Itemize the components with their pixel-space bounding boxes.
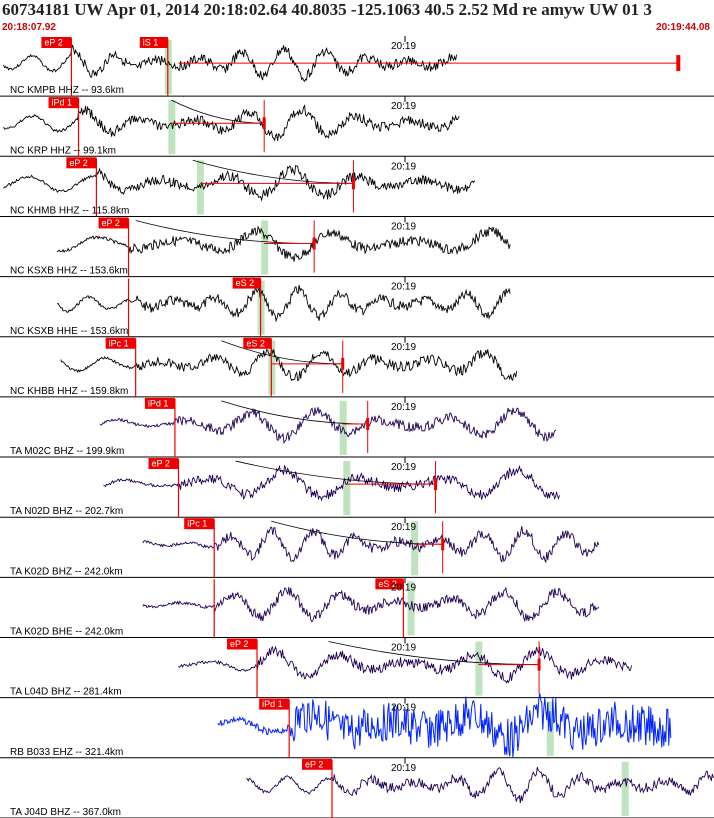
s-window-band: [621, 761, 629, 816]
p-pick-flag: [184, 518, 215, 530]
s-window-band: [343, 461, 351, 516]
p-pick-flag: [144, 397, 175, 409]
p-pick-label: eP 2: [305, 759, 323, 769]
time-tick-label: 20:19: [391, 402, 416, 413]
station-label: NC KSXB HHZ -- 153.6km: [10, 266, 128, 277]
station-label: NC KRP HHZ -- 99.1km: [10, 145, 116, 156]
station-label: TA J04D BHZ -- 367.0km: [10, 807, 121, 818]
s-pick-flag: [232, 277, 261, 289]
waveform-trace: [99, 407, 557, 445]
station-label: NC KMPB HHZ -- 93.6km: [10, 85, 124, 96]
coda-marker-block: [341, 357, 345, 370]
p-pick-flag: [48, 97, 79, 109]
coda-marker-block: [262, 117, 266, 130]
time-tick-label: 20:19: [391, 643, 416, 654]
waveform-trace: [246, 766, 714, 804]
time-tick-label: 20:19: [391, 282, 416, 293]
s-pick-flag: [243, 337, 272, 349]
s-pick-flag: [139, 37, 168, 48]
station-label: NC KHMB HHZ -- 115.8km: [10, 205, 129, 216]
waveform-trace: [57, 285, 511, 323]
p-pick-flag: [259, 698, 290, 710]
station-label: TA K02D BHE -- 242.0km: [10, 627, 123, 638]
p-pick-label: iPc 1: [187, 519, 207, 529]
s-pick-label: eS 2: [378, 579, 397, 589]
travel-curve: [171, 99, 265, 124]
station-label: NC KHBB HHZ -- 159.8km: [10, 386, 128, 397]
waveform-trace: [142, 526, 600, 564]
p-pick-flag: [302, 758, 333, 770]
p-pick-label: eP 2: [69, 158, 87, 168]
p-pick-flag: [227, 638, 258, 650]
time-tick-label: 20:19: [391, 703, 416, 714]
station-label: TA N02D BHZ -- 202.7km: [10, 506, 123, 517]
start-time: 20:18:07.92: [2, 22, 56, 33]
coda-marker-block: [537, 658, 541, 671]
time-tick-label: 20:19: [391, 522, 416, 533]
s-pick-flag: [375, 578, 404, 590]
p-pick-label: iPc 1: [109, 338, 129, 348]
p-pick-label: eP 2: [230, 639, 248, 649]
time-tick-label: 20:19: [391, 101, 416, 112]
p-pick-flag: [41, 37, 72, 48]
time-tick-label: 20:19: [391, 342, 416, 353]
p-pick-flag: [66, 157, 97, 169]
travel-curve: [328, 641, 540, 665]
p-pick-label: eP 2: [44, 38, 62, 48]
s-pick-label: eS 2: [236, 278, 255, 288]
station-label: TA L04D BHZ -- 281.4km: [10, 687, 122, 698]
p-pick-label: iPd 1: [52, 98, 73, 108]
p-pick-label: iPd 1: [148, 398, 169, 408]
station-label: NC KSXB HHE -- 153.6km: [10, 326, 128, 337]
p-pick-label: eP 2: [102, 218, 120, 228]
waveform-trace: [217, 693, 672, 758]
station-label: TA K02D BHZ -- 242.0km: [10, 566, 123, 577]
station-label: TA M02C BHZ -- 199.9km: [10, 446, 124, 457]
s-pick-label: eS 2: [246, 338, 265, 348]
travel-curve: [135, 220, 315, 244]
time-tick-label: 20:19: [391, 462, 416, 473]
waveform-trace: [3, 104, 460, 142]
station-label: RB B033 EHZ -- 321.4km: [10, 747, 123, 758]
coda-marker-block: [441, 538, 445, 551]
coda-marker-block: [676, 55, 681, 72]
coda-marker-block: [351, 177, 355, 190]
seismogram-plot: eP 2 iS 1 20:19 NC KMPB HHZ -- 93.6km iPd 1 2…: [0, 36, 714, 818]
waveform-trace: [142, 586, 600, 623]
event-title: 60734181 UW Apr 01, 2014 20:18:02.64 40.…: [2, 0, 652, 19]
waveform-trace: [3, 164, 476, 202]
travel-curve: [192, 159, 354, 184]
time-tick-label: 20:19: [391, 221, 416, 232]
waveform-trace: [103, 464, 560, 502]
p-pick-label: eP 2: [152, 459, 170, 469]
time-tick-label: 20:19: [391, 582, 416, 593]
p-pick-label: iPd 1: [262, 699, 283, 709]
header: 60734181 UW Apr 01, 2014 20:18:02.64 40.…: [0, 0, 714, 36]
waveform-trace: [60, 348, 518, 382]
time-tick-label: 20:19: [391, 161, 416, 172]
time-tick-label: 20:19: [391, 41, 416, 52]
p-pick-flag: [105, 337, 136, 349]
p-pick-flag: [148, 458, 179, 470]
waveform-trace: [178, 645, 632, 684]
time-tick-label: 20:19: [391, 763, 416, 774]
p-pick-flag: [98, 217, 129, 229]
s-window-band: [475, 641, 483, 696]
coda-marker-block: [434, 478, 438, 491]
coda-marker-block: [366, 417, 370, 430]
s-pick-label: iS 1: [143, 38, 159, 48]
waveform-trace: [56, 225, 511, 262]
coda-marker-block: [312, 237, 316, 250]
s-window-band: [261, 220, 269, 275]
end-time: 20:19:44.08: [656, 22, 710, 33]
